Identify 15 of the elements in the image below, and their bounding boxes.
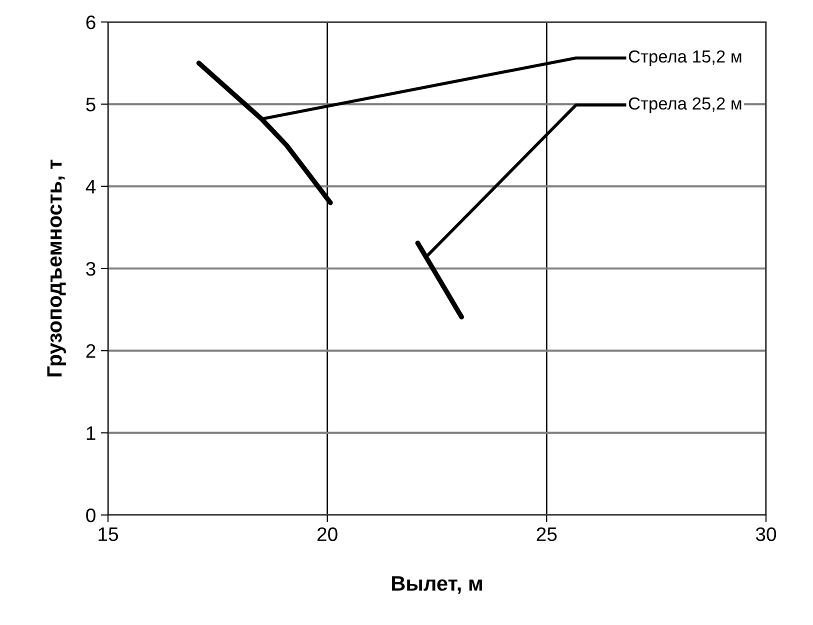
x-tick-label: 15 bbox=[98, 528, 118, 542]
x-tick-label: 20 bbox=[318, 527, 338, 542]
y-tick-label: 5 bbox=[86, 98, 96, 112]
annotation: Стрела 25,2 м bbox=[628, 97, 742, 114]
y-tick-label: 3 bbox=[86, 262, 96, 276]
annotation: Стрела 15,2 м bbox=[628, 50, 742, 66]
x-axis-title: Вылет, м bbox=[392, 576, 482, 594]
y-axis-title: Грузоподъемность, т bbox=[47, 160, 66, 376]
x-tick-label: 30 bbox=[756, 527, 776, 542]
y-tick-label: 0 bbox=[86, 508, 96, 522]
y-tick-label: 1 bbox=[86, 426, 96, 440]
x-tick-label: 25 bbox=[536, 527, 557, 542]
y-tick-label: 2 bbox=[86, 344, 96, 358]
y-tick-label: 6 bbox=[86, 15, 96, 30]
y-tick-label: 4 bbox=[86, 180, 96, 194]
